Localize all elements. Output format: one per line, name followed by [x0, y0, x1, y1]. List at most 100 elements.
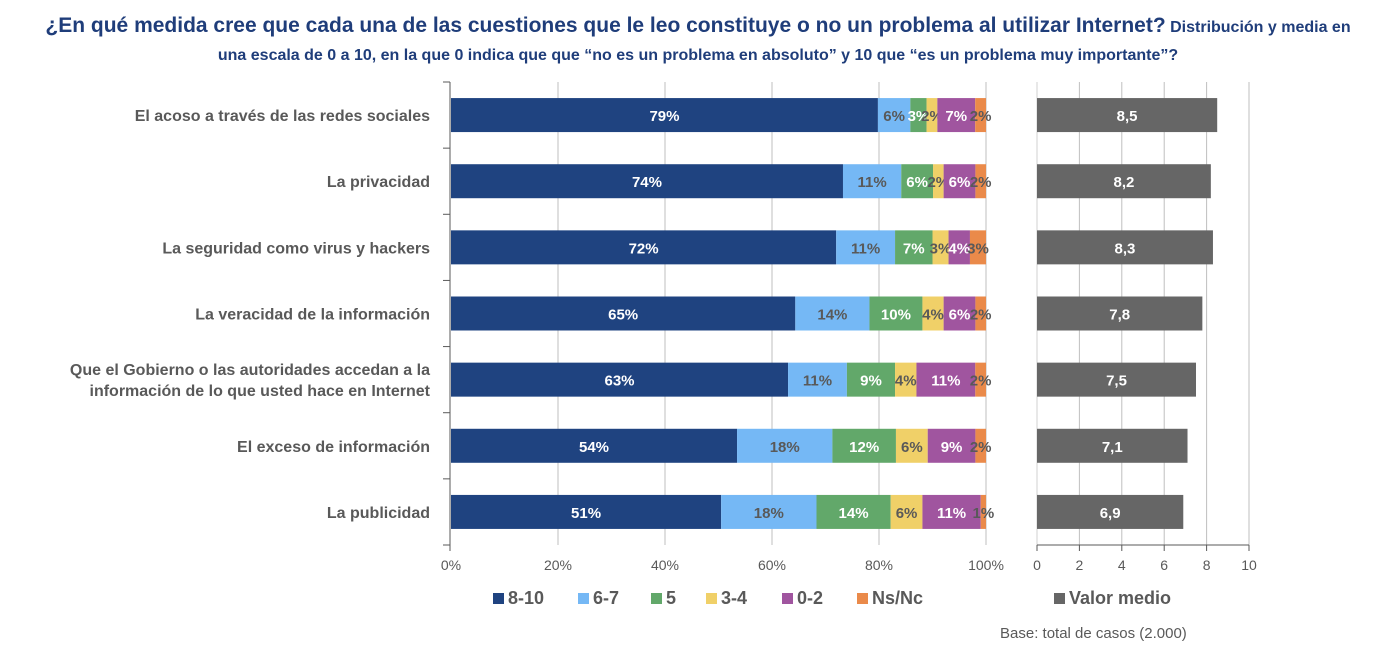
data-label: 2% [970, 373, 992, 390]
legend-label: 3-4 [721, 588, 747, 608]
bar-segment-ns-nc [975, 428, 986, 463]
data-label: 10% [881, 307, 911, 324]
category-label: La seguridad como virus y hackers [162, 240, 430, 257]
chart-title: ¿En qué medida cree que cada una de las … [0, 12, 1396, 70]
legend-swatch [651, 593, 662, 604]
x-tick-label: 10 [1241, 557, 1257, 573]
data-label: 3% [967, 240, 989, 257]
data-label: 14% [839, 505, 869, 522]
data-label: 11% [851, 240, 880, 257]
data-label: 3% [930, 240, 952, 257]
category-label: El acoso a través de las redes sociales [135, 108, 430, 125]
x-tick-label: 4 [1118, 557, 1126, 573]
mean-bar [1037, 230, 1213, 265]
legend-swatch [1054, 593, 1065, 604]
category-label: El exceso de información [237, 439, 430, 456]
bar-segment-0-2 [922, 494, 981, 529]
x-tick-label: 2 [1076, 557, 1084, 573]
mean-bar [1037, 98, 1218, 133]
legend-swatch [706, 593, 717, 604]
category-label: La veracidad de la información [195, 307, 430, 324]
data-label: 51% [571, 505, 601, 522]
data-label: 79% [649, 108, 679, 125]
data-label: 54% [579, 439, 609, 456]
legend-swatch [857, 593, 868, 604]
data-label: 7% [945, 108, 967, 125]
bar-segment-8-10 [451, 494, 722, 529]
mean-value-label: 6,9 [1100, 505, 1121, 522]
bar-segment-0-2 [943, 164, 976, 199]
x-tick-label: 60% [758, 557, 786, 573]
data-label: 65% [608, 307, 638, 324]
mean-bar [1037, 164, 1211, 199]
bar-segment-0-2 [937, 98, 976, 133]
data-label: 72% [629, 240, 659, 257]
bar-segment-0-2 [943, 296, 976, 331]
data-label: 18% [770, 439, 800, 456]
data-label: 63% [605, 373, 635, 390]
data-label: 6% [883, 108, 905, 125]
legend-swatch [782, 593, 793, 604]
bar-segment-6-7 [836, 230, 896, 265]
category-label: La privacidad [327, 174, 430, 191]
x-tick-label: 6 [1160, 557, 1168, 573]
bar-segment-5 [832, 428, 896, 463]
legend-label: Valor medio [1069, 588, 1171, 608]
x-tick-label: 100% [968, 557, 1004, 573]
legend-label: Ns/Nc [872, 588, 923, 608]
bar-segment-3-4 [895, 362, 917, 397]
bar-segment-5 [846, 362, 896, 397]
bar-segment-3-4 [890, 494, 923, 529]
mean-bar [1037, 362, 1196, 397]
x-tick-label: 40% [651, 557, 679, 573]
data-label: 1% [973, 505, 995, 522]
bar-segment-ns-nc [975, 362, 986, 397]
data-label: 4% [922, 307, 944, 324]
data-label: 2% [970, 307, 992, 324]
mean-bar [1037, 494, 1184, 529]
data-label: 3% [908, 108, 930, 125]
bar-segment-8-10 [451, 230, 837, 265]
data-label: 6% [949, 307, 971, 324]
x-tick-label: 0 [1033, 557, 1041, 573]
data-label: 11% [931, 373, 960, 390]
bar-segment-8-10 [451, 428, 738, 463]
bar-segment-5 [869, 296, 923, 331]
bar-segment-3-4 [895, 428, 928, 463]
x-tick-label: 20% [544, 557, 572, 573]
data-label: 11% [937, 505, 966, 522]
bar-segment-8-10 [451, 296, 796, 331]
x-tick-label: 80% [865, 557, 893, 573]
mean-value-label: 7,1 [1102, 439, 1123, 456]
data-label: 6% [949, 174, 971, 191]
bar-segment-ns-nc [969, 230, 986, 265]
title-main: ¿En qué medida cree que cada una de las … [45, 14, 1166, 37]
data-label: 9% [860, 373, 882, 390]
data-label: 14% [817, 307, 847, 324]
data-label: 2% [970, 439, 992, 456]
legend-swatch [578, 593, 589, 604]
data-label: 2% [970, 108, 992, 125]
bar-segment-ns-nc [975, 98, 986, 133]
data-label: 7% [903, 240, 925, 257]
bar-segment-8-10 [451, 98, 878, 133]
bar-segment-3-4 [933, 164, 944, 199]
data-label: 4% [895, 373, 917, 390]
mean-bar [1037, 428, 1188, 463]
bar-segment-3-4 [932, 230, 949, 265]
mean-value-label: 8,5 [1117, 108, 1138, 125]
bar-segment-0-2 [948, 230, 970, 265]
mean-value-label: 8,3 [1115, 240, 1136, 257]
category-label: Que el Gobierno o las autoridades acceda… [70, 362, 430, 379]
bar-segment-8-10 [451, 164, 843, 199]
mean-value-label: 8,2 [1113, 174, 1134, 191]
title-sub-line2: una escala de 0 a 10, en la que 0 indica… [217, 47, 1179, 64]
data-label: 74% [632, 174, 662, 191]
bar-segment-5 [910, 98, 927, 133]
x-tick-label: 8 [1203, 557, 1211, 573]
data-label: 6% [896, 505, 918, 522]
mean-value-label: 7,5 [1106, 373, 1127, 390]
data-label: 11% [858, 174, 887, 191]
category-label: La publicidad [327, 505, 430, 522]
